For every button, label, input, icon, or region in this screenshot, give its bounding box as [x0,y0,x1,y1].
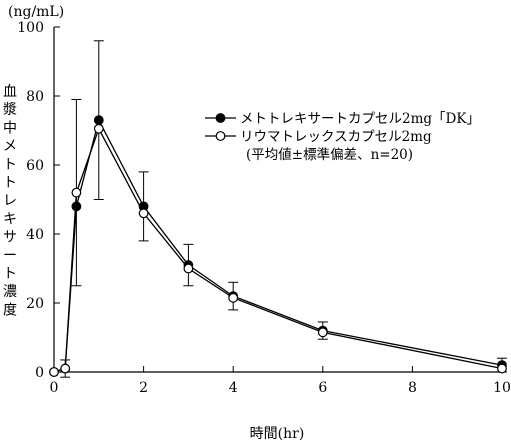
data-point [138,208,149,219]
legend-entry: リウマトレックスカプセル2mg [240,129,432,145]
y-tick-label: 20 [26,296,44,312]
data-point [71,187,82,198]
data-point [228,292,239,303]
data-point [49,367,59,377]
y-tick-label: 100 [17,20,44,36]
y-axis-label-char: 度 [3,302,17,318]
y-axis-label-char: 漿 [3,102,17,118]
y-axis-label-char: キ [3,211,17,227]
series-2-markers [49,123,507,377]
y-axis-label-char: ト [3,266,17,282]
plot-area: 0 20 40 60 80 100 0 2 4 6 8 10 [17,20,511,396]
legend: メトトレキサートカプセル2mg「DK」リウマトレックスカプセル2mg (平均値±標… [205,111,480,163]
data-point [317,327,328,338]
y-axis-label-char: ー [3,248,17,264]
data-point [93,123,104,134]
x-tick-label: 10 [493,380,511,396]
data-point [497,363,507,374]
series-1 [53,40,507,373]
y-axis-label-char: メ [3,139,17,155]
x-tick-label: 8 [408,380,417,396]
data-point [60,363,71,374]
data-point [71,201,82,212]
y-unit-label: (ng/mL) [8,4,64,20]
y-axis-label-char: サ [3,230,17,246]
data-point [93,115,104,126]
y-axis-label-char: レ [3,193,17,209]
series-line [53,127,503,373]
x-tick-label: 4 [229,380,238,396]
legend-note: (平均値±標準偏差、n=20) [246,147,413,163]
legend-entry: メトトレキサートカプセル2mg「DK」 [240,111,480,127]
y-tick-label: 40 [26,227,44,243]
y-tick-label: 60 [26,158,44,174]
data-point [183,263,194,274]
y-axis-label-char: ト [3,175,17,191]
x-tick-label: 0 [50,380,59,396]
y-axis-label-char: 濃 [3,284,17,300]
x-tick-label: 6 [318,380,327,396]
y-axis-label-char: 血 [3,84,17,100]
x-tick-label: 2 [139,380,148,396]
legend-marker [215,131,226,141]
x-axis-label: 時間(hr) [250,426,305,442]
legend-marker [215,113,226,123]
y-tick-label: 0 [35,365,44,381]
y-axis-label-char: ト [3,157,17,173]
y-axis-label-char: 中 [3,120,17,136]
y-tick-label: 80 [26,89,44,105]
